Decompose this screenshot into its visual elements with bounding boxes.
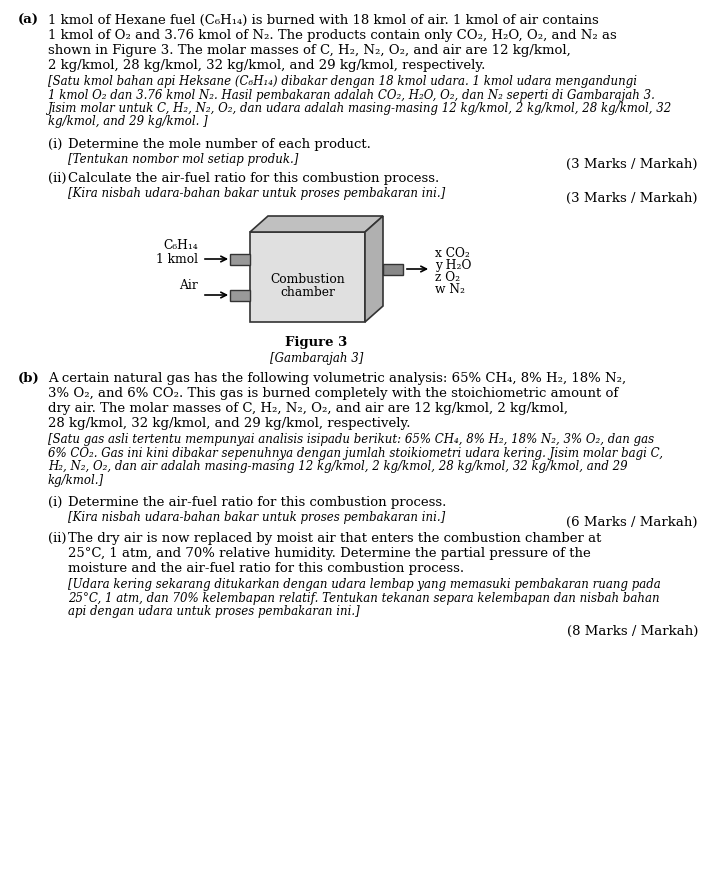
Bar xyxy=(230,289,250,300)
Text: Determine the mole number of each product.: Determine the mole number of each produc… xyxy=(68,138,371,151)
Text: [Satu gas asli tertentu mempunyai analisis isipadu berikut: 65% CH₄, 8% H₂, 18% : [Satu gas asli tertentu mempunyai analis… xyxy=(48,433,654,446)
Text: (6 Marks / Markah): (6 Marks / Markah) xyxy=(567,516,698,529)
Text: dry air. The molar masses of C, H₂, N₂, O₂, and air are 12 kg/kmol, 2 kg/kmol,: dry air. The molar masses of C, H₂, N₂, … xyxy=(48,402,568,415)
Text: [Tentukan nombor mol setiap produk.]: [Tentukan nombor mol setiap produk.] xyxy=(68,153,298,166)
Text: api dengan udara untuk proses pembakaran ini.]: api dengan udara untuk proses pembakaran… xyxy=(68,605,360,618)
Text: kg/kmol.]: kg/kmol.] xyxy=(48,474,104,487)
Text: Combustion: Combustion xyxy=(270,273,345,286)
Bar xyxy=(230,253,250,265)
Text: w N₂: w N₂ xyxy=(435,283,465,296)
Text: [Gambarajah 3]: [Gambarajah 3] xyxy=(270,352,363,365)
Text: Figure 3: Figure 3 xyxy=(286,336,347,349)
Text: Jisim molar untuk C, H₂, N₂, O₂, dan udara adalah masing-masing 12 kg/kmol, 2 kg: Jisim molar untuk C, H₂, N₂, O₂, dan uda… xyxy=(48,102,672,115)
Text: 2 kg/kmol, 28 kg/kmol, 32 kg/kmol, and 29 kg/kmol, respectively.: 2 kg/kmol, 28 kg/kmol, 32 kg/kmol, and 2… xyxy=(48,59,486,72)
Text: (ii): (ii) xyxy=(48,532,66,545)
Text: (i): (i) xyxy=(48,496,63,509)
Text: Calculate the air-fuel ratio for this combustion process.: Calculate the air-fuel ratio for this co… xyxy=(68,172,439,185)
Text: shown in Figure 3. The molar masses of C, H₂, N₂, O₂, and air are 12 kg/kmol,: shown in Figure 3. The molar masses of C… xyxy=(48,44,571,57)
Text: (3 Marks / Markah): (3 Marks / Markah) xyxy=(567,192,698,205)
Polygon shape xyxy=(365,216,383,322)
Text: z O₂: z O₂ xyxy=(435,271,460,284)
Text: 1 kmol O₂ dan 3.76 kmol N₂. Hasil pembakaran adalah CO₂, H₂O, O₂, dan N₂ seperti: 1 kmol O₂ dan 3.76 kmol N₂. Hasil pembak… xyxy=(48,89,655,102)
Text: chamber: chamber xyxy=(280,286,335,299)
Text: kg/kmol, and 29 kg/kmol. ]: kg/kmol, and 29 kg/kmol. ] xyxy=(48,116,208,129)
Text: 1 kmol of O₂ and 3.76 kmol of N₂. The products contain only CO₂, H₂O, O₂, and N₂: 1 kmol of O₂ and 3.76 kmol of N₂. The pr… xyxy=(48,29,617,42)
Text: H₂, N₂, O₂, dan air adalah masing-masing 12 kg/kmol, 2 kg/kmol, 28 kg/kmol, 32 k: H₂, N₂, O₂, dan air adalah masing-masing… xyxy=(48,460,627,473)
Text: [Udara kering sekarang ditukarkan dengan udara lembap yang memasuki pembakaran r: [Udara kering sekarang ditukarkan dengan… xyxy=(68,578,661,591)
Text: (a): (a) xyxy=(18,14,39,27)
Bar xyxy=(250,232,365,322)
Text: C₆H₁₄: C₆H₁₄ xyxy=(163,239,198,252)
Text: 1 kmol of Hexane fuel (C₆H₁₄) is burned with 18 kmol of air. 1 kmol of air conta: 1 kmol of Hexane fuel (C₆H₁₄) is burned … xyxy=(48,14,599,27)
Text: A certain natural gas has the following volumetric analysis: 65% CH₄, 8% H₂, 18%: A certain natural gas has the following … xyxy=(48,372,626,385)
Text: 3% O₂, and 6% CO₂. This gas is burned completely with the stoichiometric amount : 3% O₂, and 6% CO₂. This gas is burned co… xyxy=(48,387,618,400)
Text: The dry air is now replaced by moist air that enters the combustion chamber at: The dry air is now replaced by moist air… xyxy=(68,532,602,545)
Text: moisture and the air-fuel ratio for this combustion process.: moisture and the air-fuel ratio for this… xyxy=(68,562,464,575)
Text: [Satu kmol bahan api Heksane (C₆H₁₄) dibakar dengan 18 kmol udara. 1 kmol udara : [Satu kmol bahan api Heksane (C₆H₁₄) dib… xyxy=(48,75,637,88)
Text: 25°C, 1 atm, dan 70% kelembapan relatif. Tentukan tekanan separa kelembapan dan : 25°C, 1 atm, dan 70% kelembapan relatif.… xyxy=(68,591,659,604)
Polygon shape xyxy=(250,216,383,232)
Text: [Kira nisbah udara-bahan bakar untuk proses pembakaran ini.]: [Kira nisbah udara-bahan bakar untuk pro… xyxy=(68,187,445,200)
Text: x CO₂: x CO₂ xyxy=(435,247,470,260)
Text: (b): (b) xyxy=(18,372,40,385)
Text: 1 kmol: 1 kmol xyxy=(156,253,198,266)
Text: 25°C, 1 atm, and 70% relative humidity. Determine the partial pressure of the: 25°C, 1 atm, and 70% relative humidity. … xyxy=(68,547,591,560)
Bar xyxy=(383,264,403,274)
Text: 28 kg/kmol, 32 kg/kmol, and 29 kg/kmol, respectively.: 28 kg/kmol, 32 kg/kmol, and 29 kg/kmol, … xyxy=(48,417,411,430)
Text: (i): (i) xyxy=(48,138,63,151)
Text: Determine the air-fuel ratio for this combustion process.: Determine the air-fuel ratio for this co… xyxy=(68,496,446,509)
Text: y H₂O: y H₂O xyxy=(435,259,471,272)
Text: [Kira nisbah udara-bahan bakar untuk proses pembakaran ini.]: [Kira nisbah udara-bahan bakar untuk pro… xyxy=(68,511,445,524)
Text: Air: Air xyxy=(179,279,198,292)
Text: 6% CO₂. Gas ini kini dibakar sepenuhnya dengan jumlah stoikiometri udara kering.: 6% CO₂. Gas ini kini dibakar sepenuhnya … xyxy=(48,447,663,460)
Text: (8 Marks / Markah): (8 Marks / Markah) xyxy=(567,625,698,638)
Text: (ii): (ii) xyxy=(48,172,66,185)
Text: (3 Marks / Markah): (3 Marks / Markah) xyxy=(567,158,698,171)
